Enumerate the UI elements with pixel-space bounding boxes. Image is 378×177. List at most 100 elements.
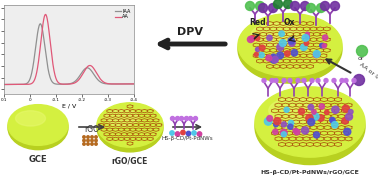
Circle shape bbox=[299, 108, 305, 115]
Circle shape bbox=[319, 104, 324, 109]
Ellipse shape bbox=[255, 87, 365, 157]
Circle shape bbox=[266, 55, 272, 61]
Ellipse shape bbox=[15, 111, 45, 126]
Circle shape bbox=[175, 116, 180, 121]
Circle shape bbox=[332, 106, 339, 113]
Text: GCE: GCE bbox=[29, 155, 47, 164]
Line: IAA: IAA bbox=[4, 24, 134, 84]
Circle shape bbox=[259, 52, 264, 58]
Ellipse shape bbox=[97, 103, 163, 147]
Circle shape bbox=[313, 50, 320, 57]
Circle shape bbox=[344, 79, 348, 82]
Circle shape bbox=[180, 116, 183, 121]
Circle shape bbox=[249, 36, 256, 41]
Circle shape bbox=[305, 35, 310, 39]
Ellipse shape bbox=[255, 88, 365, 165]
Text: rGO/GCE: rGO/GCE bbox=[112, 156, 148, 165]
Circle shape bbox=[284, 0, 293, 8]
Circle shape bbox=[316, 4, 325, 13]
Circle shape bbox=[83, 136, 85, 138]
Circle shape bbox=[306, 114, 313, 122]
Circle shape bbox=[324, 79, 328, 82]
Circle shape bbox=[255, 36, 260, 41]
Circle shape bbox=[310, 79, 314, 82]
Circle shape bbox=[277, 44, 284, 51]
Circle shape bbox=[320, 43, 324, 48]
IAA bbox=[79, 72, 84, 74]
Text: DPV: DPV bbox=[177, 27, 203, 37]
Circle shape bbox=[313, 52, 319, 58]
Circle shape bbox=[270, 79, 274, 82]
Circle shape bbox=[330, 119, 335, 123]
Ellipse shape bbox=[238, 14, 342, 76]
Circle shape bbox=[87, 139, 89, 142]
Circle shape bbox=[301, 1, 310, 10]
Circle shape bbox=[321, 1, 330, 10]
Circle shape bbox=[274, 0, 282, 8]
Circle shape bbox=[91, 136, 93, 138]
Circle shape bbox=[274, 118, 281, 125]
Circle shape bbox=[245, 1, 254, 10]
Ellipse shape bbox=[269, 97, 324, 124]
IAA bbox=[132, 83, 136, 85]
Circle shape bbox=[267, 116, 273, 121]
Circle shape bbox=[254, 52, 258, 56]
Circle shape bbox=[279, 31, 284, 36]
AA bbox=[129, 83, 133, 85]
Circle shape bbox=[288, 79, 292, 82]
Circle shape bbox=[316, 79, 320, 82]
AA bbox=[79, 75, 84, 77]
AA bbox=[65, 83, 69, 85]
Circle shape bbox=[279, 40, 286, 47]
Circle shape bbox=[318, 115, 324, 121]
Circle shape bbox=[313, 132, 319, 138]
Circle shape bbox=[312, 113, 319, 120]
Legend: IAA, AA: IAA, AA bbox=[114, 8, 132, 20]
Circle shape bbox=[256, 1, 265, 10]
Circle shape bbox=[291, 50, 297, 56]
Circle shape bbox=[332, 122, 338, 128]
Circle shape bbox=[294, 129, 300, 135]
Circle shape bbox=[83, 139, 85, 142]
Circle shape bbox=[175, 132, 180, 136]
Circle shape bbox=[87, 143, 89, 145]
Circle shape bbox=[304, 41, 309, 45]
Circle shape bbox=[285, 51, 290, 56]
Circle shape bbox=[91, 139, 93, 142]
Circle shape bbox=[181, 130, 185, 135]
Circle shape bbox=[186, 131, 191, 136]
Circle shape bbox=[353, 75, 364, 85]
Circle shape bbox=[302, 35, 309, 41]
Circle shape bbox=[274, 122, 278, 127]
Text: HS-β-CD/Pt-PdNWs/rGO/GCE: HS-β-CD/Pt-PdNWs/rGO/GCE bbox=[260, 170, 359, 175]
Circle shape bbox=[308, 104, 314, 110]
Circle shape bbox=[87, 136, 89, 138]
AA bbox=[43, 13, 48, 16]
Circle shape bbox=[270, 56, 277, 63]
Ellipse shape bbox=[105, 109, 138, 126]
Circle shape bbox=[262, 79, 266, 82]
Circle shape bbox=[332, 79, 336, 82]
Circle shape bbox=[95, 139, 97, 142]
Circle shape bbox=[301, 44, 307, 51]
X-axis label: E / V: E / V bbox=[62, 103, 76, 108]
AA bbox=[132, 83, 136, 85]
IAA bbox=[72, 81, 77, 83]
Ellipse shape bbox=[238, 15, 342, 83]
Circle shape bbox=[311, 110, 316, 114]
Circle shape bbox=[259, 45, 265, 51]
Circle shape bbox=[340, 79, 344, 82]
Circle shape bbox=[95, 136, 97, 138]
Text: AA or IAA: AA or IAA bbox=[358, 62, 378, 84]
Circle shape bbox=[345, 113, 353, 120]
Circle shape bbox=[170, 116, 175, 121]
IAA bbox=[2, 83, 6, 85]
Circle shape bbox=[267, 35, 272, 41]
AA bbox=[72, 82, 77, 84]
AA bbox=[2, 83, 6, 85]
Circle shape bbox=[291, 1, 299, 10]
Circle shape bbox=[322, 35, 328, 40]
Circle shape bbox=[325, 110, 329, 115]
Text: Ox: Ox bbox=[284, 18, 295, 27]
Circle shape bbox=[284, 107, 289, 112]
